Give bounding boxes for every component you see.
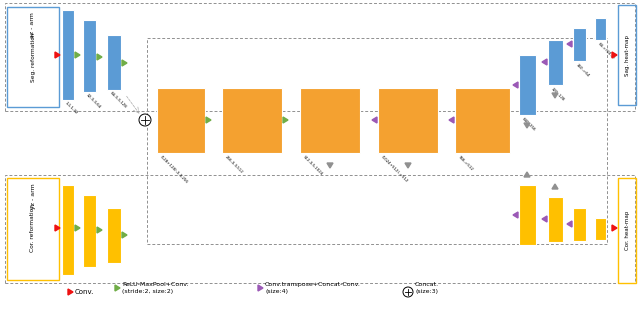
Text: 256,3,3,512: 256,3,3,512 [224,155,244,175]
Bar [618,5,636,105]
Polygon shape [206,117,211,123]
Polygon shape [115,285,120,291]
Polygon shape [405,163,411,168]
Polygon shape [552,93,558,98]
Text: yz - arm: yz - arm [31,183,35,209]
Polygon shape [542,216,547,222]
Text: 768->512: 768->512 [457,155,474,172]
Bar [378,88,438,153]
Text: 1,1,1,32: 1,1,1,32 [64,101,79,116]
Polygon shape [68,289,73,295]
Bar [83,20,96,92]
Polygon shape [327,163,333,168]
Polygon shape [372,117,377,123]
Circle shape [403,287,413,297]
Text: (128+128),3,3,256: (128+128),3,3,256 [159,155,189,185]
Bar [595,18,606,40]
Text: Cor. reformation: Cor. reformation [31,204,35,252]
Text: ReLU-MaxPool+Conv.
(stride:2, size:2): ReLU-MaxPool+Conv. (stride:2, size:2) [122,282,189,294]
Polygon shape [524,172,530,177]
Polygon shape [75,225,80,231]
Text: 640..256: 640..256 [521,117,536,132]
Polygon shape [97,54,102,60]
Bar [548,40,563,85]
Polygon shape [567,41,572,47]
Text: Seg. reformation: Seg. reformation [31,32,35,82]
Polygon shape [97,227,102,233]
Bar [573,208,586,241]
Bar [455,88,510,153]
Bar [7,7,59,107]
Polygon shape [552,184,558,189]
Bar [519,185,536,245]
Text: 512,3,5,1024: 512,3,5,1024 [302,155,323,176]
Bar [618,178,636,283]
Text: Cor. heat-map: Cor. heat-map [625,210,630,250]
Text: 64->(24,1): 64->(24,1) [597,42,615,60]
Polygon shape [122,60,127,66]
Polygon shape [612,52,617,58]
Polygon shape [55,52,60,58]
Bar [107,208,121,263]
Polygon shape [449,117,454,123]
Text: az - arm: az - arm [31,12,35,38]
Text: 320..128: 320..128 [550,87,565,102]
Text: Sag. heat-map: Sag. heat-map [625,34,630,76]
Bar [5,3,635,111]
Polygon shape [567,221,572,227]
Polygon shape [75,52,80,58]
Bar [519,55,536,115]
Text: Concat.
(size:3): Concat. (size:3) [415,282,439,294]
Polygon shape [612,225,617,231]
Bar [595,218,606,240]
Bar [62,10,74,100]
Polygon shape [283,117,288,123]
Polygon shape [513,82,518,88]
Bar [573,28,586,61]
Text: Conv.: Conv. [75,289,94,295]
Polygon shape [55,225,60,231]
Polygon shape [542,59,547,65]
Bar [62,185,74,275]
Bar [548,197,563,242]
Bar [300,88,360,153]
Text: 160->64: 160->64 [575,63,590,78]
Circle shape [139,114,151,126]
Polygon shape [513,212,518,218]
Text: 64,3,3,128: 64,3,3,128 [109,91,127,109]
Bar [83,195,96,267]
Polygon shape [524,123,530,128]
Text: 32,3,3,64: 32,3,3,64 [85,93,102,109]
Bar [157,88,205,153]
Bar [7,178,59,280]
Bar [5,175,635,283]
Text: (1024+512)->512: (1024+512)->512 [380,155,408,184]
Bar [147,38,607,244]
Polygon shape [258,285,263,291]
Polygon shape [122,232,127,238]
Bar [222,88,282,153]
Text: Conv.transpose+Concat-Conv.
(size:4): Conv.transpose+Concat-Conv. (size:4) [265,282,361,294]
Bar [107,35,121,90]
